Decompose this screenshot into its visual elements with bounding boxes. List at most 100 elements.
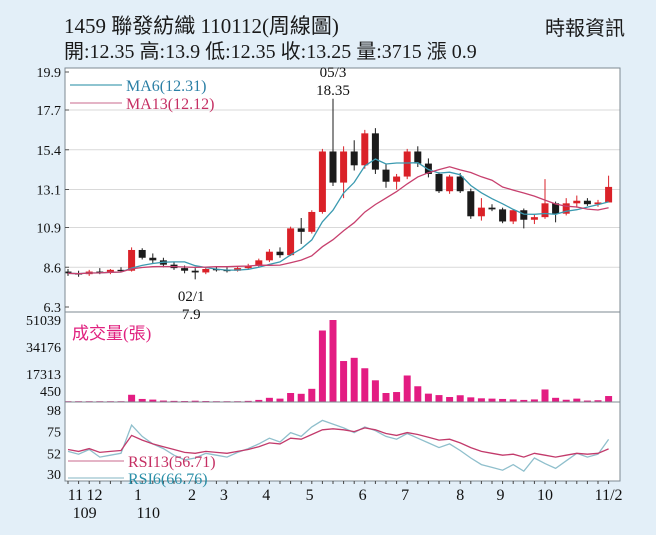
rsi-tick-label: 30 [47, 468, 61, 483]
candle-up [509, 210, 517, 222]
plot-border [64, 67, 621, 482]
volume-tick-label: 34176 [26, 341, 61, 356]
volume-bar [159, 400, 167, 402]
price-gridlines [65, 109, 620, 268]
candle-up [255, 260, 263, 266]
price-tick-label: 13.1 [37, 184, 62, 199]
candle-up [340, 151, 348, 183]
month-label: 4 [262, 487, 270, 504]
volume-bar [191, 400, 199, 402]
price-tick-label: 19.9 [37, 66, 62, 81]
candle-down [552, 203, 560, 214]
volume-bar [456, 395, 464, 402]
candle-down [414, 151, 422, 164]
month-label: 6 [359, 487, 367, 504]
volume-bar [488, 398, 496, 402]
year-label: 110 [137, 505, 160, 522]
candle-up [361, 133, 369, 166]
volume-bar [128, 394, 136, 402]
month-label: 7 [401, 487, 409, 504]
month-label: 10 [537, 487, 553, 504]
candle-down [382, 169, 390, 182]
volume-bar [308, 388, 316, 402]
volume-bar [149, 399, 157, 402]
volume-bar [530, 399, 538, 402]
volume-bar [340, 361, 348, 402]
month-label: 11/2 [595, 487, 623, 504]
year-label: 109 [73, 505, 97, 522]
candle-up [530, 217, 538, 220]
panel-borders [64, 67, 621, 482]
volume-bar [244, 400, 252, 402]
annotations: 05/3 18.35 02/1 7.9 [178, 65, 350, 323]
candle-up [562, 203, 570, 214]
annotation-value: 7.9 [182, 307, 201, 323]
candle-down [96, 271, 104, 273]
rsi13-line [67, 427, 609, 458]
plot-background [65, 68, 620, 481]
volume-bar [541, 389, 549, 402]
volume-bar [350, 357, 358, 402]
candle-up [477, 207, 485, 217]
candle-up [393, 176, 401, 182]
candle-down [583, 200, 591, 205]
rsi-tick-label: 52 [47, 447, 61, 462]
volume-tick-label: 17313 [26, 368, 61, 383]
volume-bar [276, 398, 284, 402]
candle-up [244, 265, 252, 269]
volume-bar [170, 400, 178, 402]
month-label: 1 [134, 487, 142, 504]
candle-up [605, 186, 613, 203]
candle-up [234, 268, 242, 271]
annotation-date: 05/3 [320, 65, 347, 81]
month-label: 8 [456, 487, 464, 504]
volume-bar [138, 398, 146, 402]
volume-bar [583, 400, 591, 402]
candle-down [297, 228, 305, 232]
volume-bar [318, 330, 326, 402]
candle-up [573, 200, 581, 204]
candle-down [138, 249, 146, 258]
volume-bar [499, 398, 507, 402]
month-label: 9 [496, 487, 504, 504]
rsi-lines [67, 419, 610, 473]
annotation-date: 02/1 [178, 289, 205, 305]
rsi-tick-label: 75 [47, 426, 61, 441]
ma6-legend-label: MA6(12.31) [126, 78, 206, 95]
candle-up [106, 269, 114, 273]
price-tick-label: 15.4 [37, 144, 62, 159]
volume-bar [446, 397, 454, 402]
data-source-label: 時報資訊 [545, 18, 625, 40]
candle-up [403, 151, 411, 177]
volume-bar [552, 397, 560, 402]
month-label: 12 [87, 487, 103, 504]
volume-bar [605, 396, 613, 402]
candle-down [499, 209, 507, 222]
rsi13-legend-label: RSI13(56.71) [128, 454, 216, 471]
month-label: 5 [306, 487, 314, 504]
volume-bar [520, 399, 528, 402]
legends: MA6(12.31) MA13(12.12) 成交量(張) RSI13(56.7… [68, 78, 216, 488]
volume-bar [403, 375, 411, 402]
volume-bar [382, 393, 390, 402]
rsi6-line [67, 419, 610, 473]
volume-bar [265, 397, 273, 402]
candle-down [350, 151, 358, 166]
volume-tick-label: 450 [40, 385, 61, 400]
candle-up [265, 251, 273, 261]
candle-up [308, 211, 316, 232]
volume-tick-label: 51039 [26, 314, 61, 329]
candle-down [181, 268, 189, 271]
volume-bar [371, 380, 379, 402]
volume-bar [594, 400, 602, 402]
candle-up [541, 203, 549, 218]
ma13-legend-label: MA13(12.12) [126, 96, 214, 113]
volume-bar [287, 393, 295, 402]
candle-down [64, 271, 72, 274]
volume-bar [361, 368, 369, 402]
candle-down [488, 207, 496, 210]
candle-down [149, 257, 157, 261]
volume-bar [414, 386, 422, 402]
volume-bar [573, 398, 581, 402]
